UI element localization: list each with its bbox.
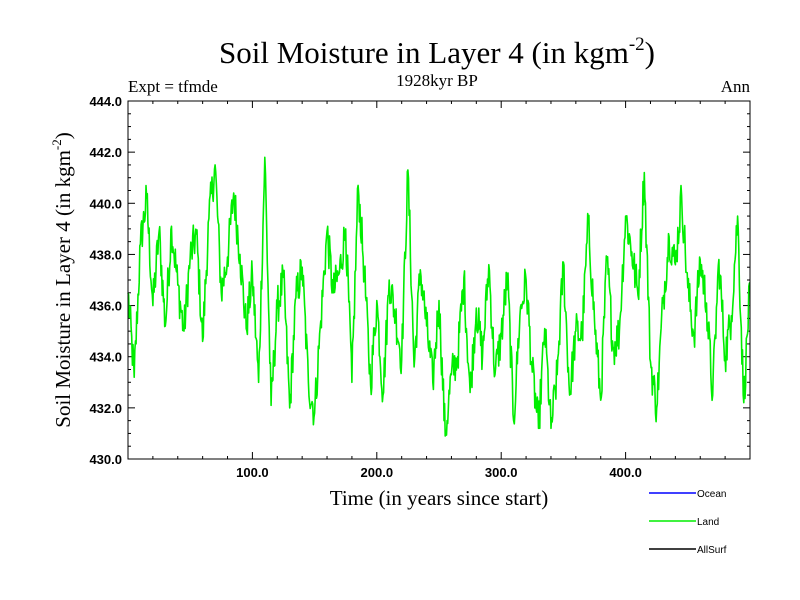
y-tick-label: 440.0 — [89, 196, 122, 211]
season-label: Ann — [721, 77, 751, 96]
y-tick-label: 430.0 — [89, 452, 122, 467]
x-axis-label: Time (in years since start) — [330, 486, 549, 510]
chart-title-close: ) — [645, 35, 655, 70]
x-tick-label: 300.0 — [485, 465, 518, 480]
legend: Ocean Land AllSurf — [649, 489, 727, 556]
y-tick-label: 436.0 — [89, 299, 122, 314]
legend-label-ocean: Ocean — [697, 489, 726, 500]
x-tick-label: 200.0 — [361, 465, 394, 480]
y-axis-label: Soil Moisture in Layer 4 (in kgm-2) — [49, 132, 75, 427]
y-tick-label: 434.0 — [89, 350, 122, 365]
chart-subtitle: 1928kyr BP — [396, 71, 478, 90]
x-tick-label: 100.0 — [236, 465, 269, 480]
plot-frame — [127, 100, 751, 460]
y-tick-label: 442.0 — [89, 145, 122, 160]
series-layer — [127, 156, 751, 437]
y-tick-label: 438.0 — [89, 247, 122, 262]
chart-title-text: Soil Moisture in Layer 4 (in kgm — [219, 35, 629, 70]
chart-title: Soil Moisture in Layer 4 (in kgm-2) — [219, 34, 655, 70]
legend-label-land: Land — [697, 517, 719, 528]
series-line-land — [127, 156, 751, 437]
axis-tick-labels: 430.0 432.0 434.0 436.0 438.0 440.0 442.0 444.0… — [89, 94, 641, 480]
y-axis-label-close: ) — [51, 132, 75, 139]
y-axis-label-text: Soil Moisture in Layer 4 (in kgm — [51, 150, 75, 428]
experiment-label: Expt = tfmde — [128, 77, 218, 96]
legend-label-allsurf: AllSurf — [697, 545, 727, 556]
y-tick-label: 444.0 — [89, 94, 122, 109]
x-tick-label: 400.0 — [609, 465, 642, 480]
y-tick-label: 432.0 — [89, 401, 122, 416]
y-axis-label-superscript: -2 — [49, 139, 64, 150]
chart-title-superscript: -2 — [629, 34, 645, 55]
